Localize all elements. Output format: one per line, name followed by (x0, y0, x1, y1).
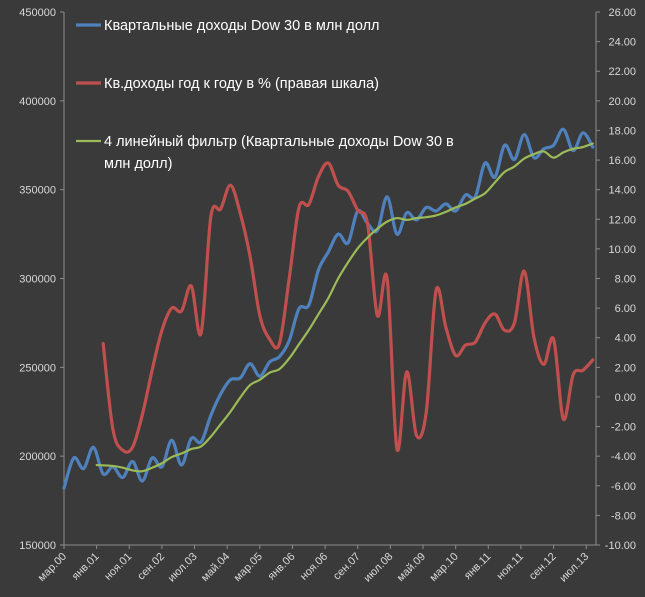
legend-entry-label: 4 линейный фильтр (Квартальные доходы Do… (104, 134, 454, 150)
right-y-tick-label: 22.00 (608, 66, 636, 78)
right-y-tick-label: 4.00 (615, 333, 636, 345)
legend: Квартальные доходы Dow 30 в млн долл Кв.д… (76, 18, 454, 172)
left-y-tick-label: 350000 (19, 185, 56, 197)
x-tick-label: янв.11 (462, 551, 493, 582)
left-y-tick-label: 200000 (19, 451, 56, 463)
right-y-tick-label: -10.00 (605, 540, 636, 552)
right-y-tick-label: 20.00 (608, 96, 636, 108)
x-tick-label: янв.01 (70, 551, 102, 583)
x-tick-label: сен.12 (527, 551, 559, 583)
x-tick-label: июл.03 (166, 551, 200, 585)
right-y-tick-label: 0.00 (615, 392, 636, 404)
series-yoy-percent-line (101, 161, 595, 454)
axes: 150000 200000 250000 300000 350000 400000 4500… (19, 7, 636, 584)
series-layer (62, 127, 595, 490)
x-tick-label: мар.00 (36, 551, 69, 584)
right-y-tick-label: -8.00 (611, 510, 636, 522)
right-y-tick-label: 26.00 (608, 7, 636, 19)
right-y-tick-label: -4.00 (611, 451, 636, 463)
x-tick-label: ноя.11 (494, 551, 526, 583)
x-tick-label: сен.07 (331, 551, 363, 583)
right-y-tick-label: 16.00 (608, 155, 636, 167)
right-y-tick-label: 8.00 (615, 274, 636, 286)
right-y-tick-label: -2.00 (611, 422, 636, 434)
x-tick-label: ноя.01 (102, 551, 134, 583)
right-y-tick-label: 10.00 (608, 244, 636, 256)
right-y-tick-label: 12.00 (608, 214, 636, 226)
legend-entry-label-line2: млн долл) (104, 156, 172, 172)
legend-entry-label: Квартальные доходы Dow 30 в млн долл (104, 18, 380, 34)
x-tick-label: май.04 (199, 551, 232, 584)
x-tick-label: май.09 (395, 551, 428, 584)
right-y-tick-label: 24.00 (608, 37, 636, 49)
x-tick-label: мар.10 (427, 551, 460, 584)
right-y-tick-label: -6.00 (611, 481, 636, 493)
series-dow30-quarterly-revenue-line (62, 127, 595, 490)
left-y-tick-label: 300000 (19, 274, 56, 286)
x-tick-label: июл.08 (362, 551, 396, 585)
legend-entry-label: Кв.доходы год к году в % (правая шкала) (104, 76, 379, 92)
left-y-tick-label: 450000 (19, 7, 56, 19)
left-y-tick-label: 400000 (19, 96, 56, 108)
right-y-tick-label: 6.00 (615, 303, 636, 315)
x-tick-label: янв.06 (266, 551, 298, 583)
series-moving-average-line (95, 142, 594, 473)
x-tick-label: ноя.06 (298, 551, 330, 583)
right-y-tick-label: 14.00 (608, 185, 636, 197)
x-tick-label: мар.05 (232, 551, 265, 584)
x-tick-label: сен.02 (135, 551, 167, 583)
left-y-tick-label: 250000 (19, 362, 56, 374)
right-y-tick-label: 18.00 (608, 125, 636, 137)
right-y-tick-label: 2.00 (615, 362, 636, 374)
left-y-tick-label: 150000 (19, 540, 56, 552)
x-tick-label: июл.13 (557, 551, 591, 585)
